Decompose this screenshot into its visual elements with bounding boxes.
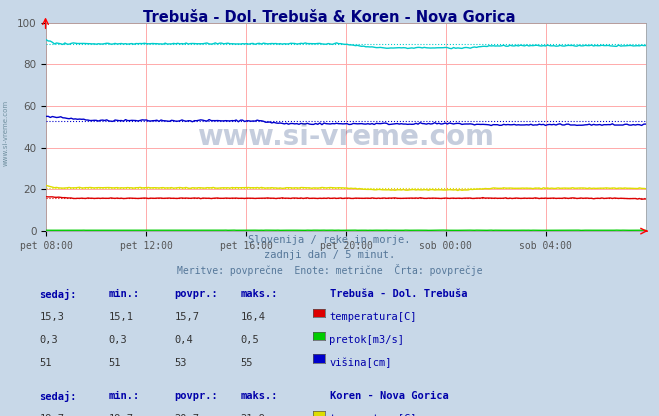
Text: www.si-vreme.com: www.si-vreme.com — [2, 100, 9, 166]
Text: temperatura[C]: temperatura[C] — [330, 312, 417, 322]
Text: maks.:: maks.: — [241, 289, 278, 299]
Text: Trebuša - Dol. Trebuša: Trebuša - Dol. Trebuša — [330, 289, 467, 299]
Text: 55: 55 — [241, 358, 253, 368]
Text: sedaj:: sedaj: — [40, 289, 77, 300]
Text: 53: 53 — [175, 358, 187, 368]
Text: povpr.:: povpr.: — [175, 391, 218, 401]
Text: 21,9: 21,9 — [241, 414, 266, 416]
Text: 51: 51 — [109, 358, 121, 368]
Text: zadnji dan / 5 minut.: zadnji dan / 5 minut. — [264, 250, 395, 260]
Text: 15,3: 15,3 — [40, 312, 65, 322]
Text: maks.:: maks.: — [241, 391, 278, 401]
Text: 0,4: 0,4 — [175, 335, 193, 345]
Text: Trebuša - Dol. Trebuša & Koren - Nova Gorica: Trebuša - Dol. Trebuša & Koren - Nova Go… — [143, 10, 516, 25]
Text: 20,7: 20,7 — [175, 414, 200, 416]
Text: Koren - Nova Gorica: Koren - Nova Gorica — [330, 391, 448, 401]
Text: sedaj:: sedaj: — [40, 391, 77, 402]
Text: 15,7: 15,7 — [175, 312, 200, 322]
Text: 0,5: 0,5 — [241, 335, 259, 345]
Text: 19,7: 19,7 — [109, 414, 134, 416]
Text: 0,3: 0,3 — [40, 335, 58, 345]
Text: višina[cm]: višina[cm] — [330, 358, 392, 368]
Text: Slovenija / reke in morje.: Slovenija / reke in morje. — [248, 235, 411, 245]
Text: 15,1: 15,1 — [109, 312, 134, 322]
Text: pretok[m3/s]: pretok[m3/s] — [330, 335, 405, 345]
Text: povpr.:: povpr.: — [175, 289, 218, 299]
Text: www.si-vreme.com: www.si-vreme.com — [198, 123, 494, 151]
Text: 51: 51 — [40, 358, 52, 368]
Text: min.:: min.: — [109, 391, 140, 401]
Text: 16,4: 16,4 — [241, 312, 266, 322]
Text: 0,3: 0,3 — [109, 335, 127, 345]
Text: min.:: min.: — [109, 289, 140, 299]
Text: temperatura[C]: temperatura[C] — [330, 414, 417, 416]
Text: Meritve: povprečne  Enote: metrične  Črta: povprečje: Meritve: povprečne Enote: metrične Črta:… — [177, 264, 482, 276]
Text: 19,7: 19,7 — [40, 414, 65, 416]
